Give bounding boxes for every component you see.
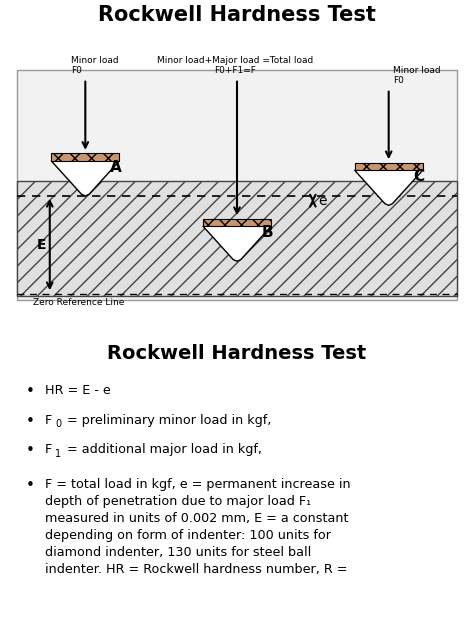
Text: = preliminary minor load in kgf,: = preliminary minor load in kgf, xyxy=(63,414,272,427)
Text: C: C xyxy=(413,169,424,185)
Text: Minor load+Major load =Total load
F0+F1=F: Minor load+Major load =Total load F0+F1=… xyxy=(156,56,313,75)
Text: •: • xyxy=(26,478,35,492)
Text: E: E xyxy=(36,238,46,252)
Polygon shape xyxy=(203,226,271,261)
Text: •: • xyxy=(26,444,35,458)
Bar xyxy=(51,154,119,161)
Text: Zero Reference Line: Zero Reference Line xyxy=(33,298,125,307)
Text: = additional major load in kgf,: = additional major load in kgf, xyxy=(63,444,262,456)
Text: A: A xyxy=(110,160,122,175)
Text: Rockwell Hardness Test: Rockwell Hardness Test xyxy=(108,344,366,363)
Polygon shape xyxy=(355,170,423,205)
Text: Rockwell Hardness Test: Rockwell Hardness Test xyxy=(98,5,376,25)
Text: F: F xyxy=(45,444,52,456)
Text: B: B xyxy=(262,225,273,240)
Text: •: • xyxy=(26,384,35,399)
Bar xyxy=(203,219,271,226)
Text: F = total load in kgf, e = permanent increase in
depth of penetration due to maj: F = total load in kgf, e = permanent inc… xyxy=(45,478,351,576)
Bar xyxy=(17,181,457,296)
Text: 0: 0 xyxy=(55,419,61,429)
Text: •: • xyxy=(26,414,35,428)
Bar xyxy=(355,163,423,170)
Text: Minor load
F0: Minor load F0 xyxy=(393,66,441,85)
Text: Minor load
F0: Minor load F0 xyxy=(71,56,118,75)
Text: e: e xyxy=(319,193,327,208)
Text: F: F xyxy=(45,414,52,427)
Text: 1: 1 xyxy=(55,449,61,459)
Text: HR = E - e: HR = E - e xyxy=(45,384,111,397)
Polygon shape xyxy=(51,161,119,196)
Bar xyxy=(17,70,457,300)
